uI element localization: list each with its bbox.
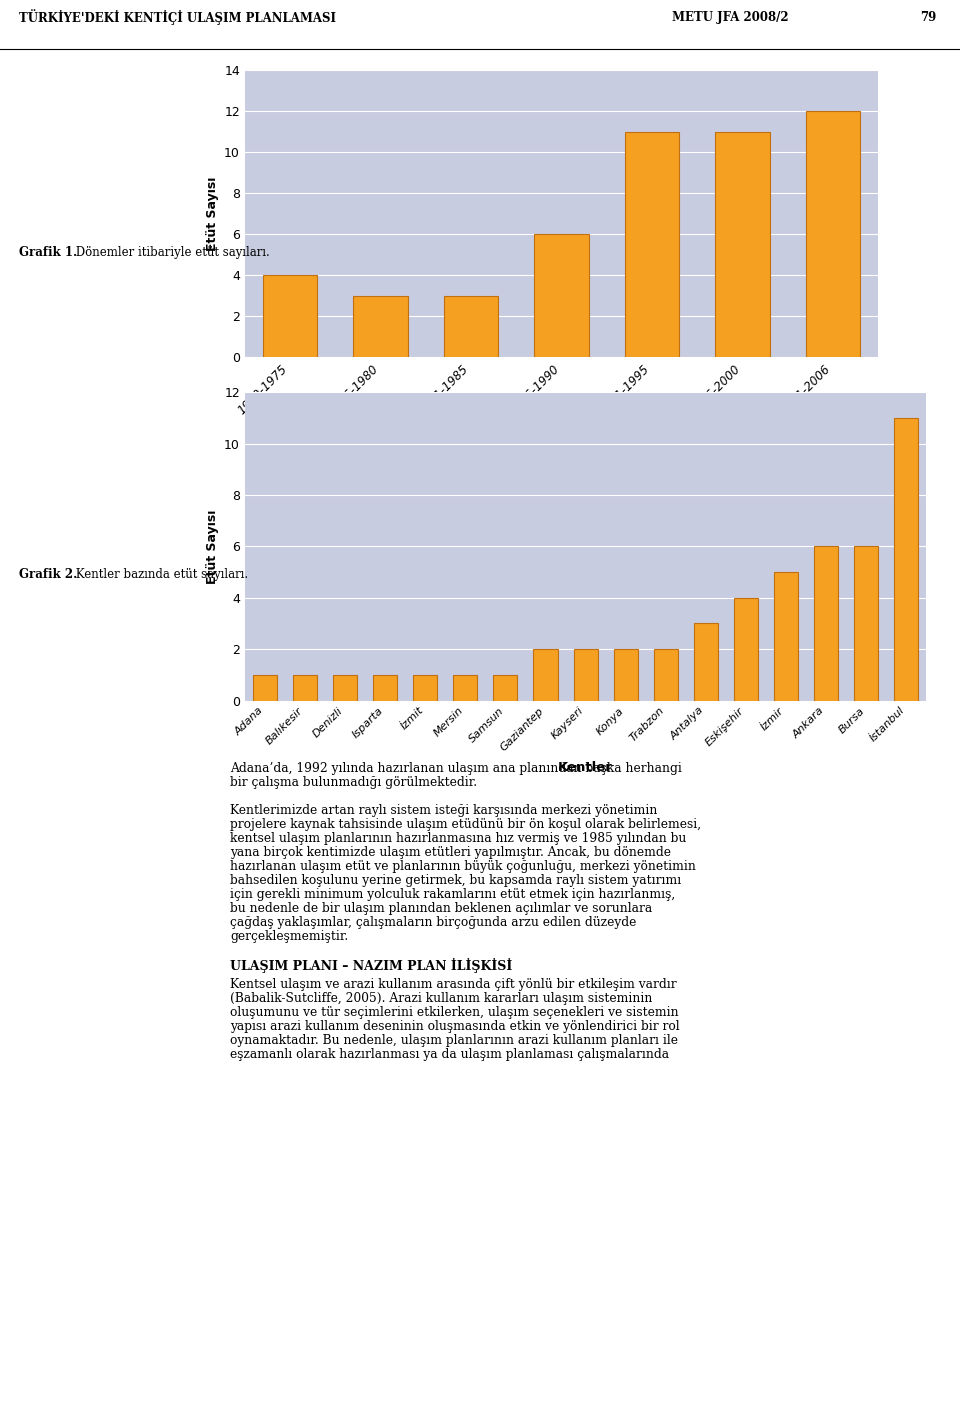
Text: Kentsel ulaşım ve arazi kullanım arasında çift yönlü bir etkileşim vardır: Kentsel ulaşım ve arazi kullanım arasınd… [230, 978, 677, 991]
Bar [854, 546, 878, 700]
Text: Grafik 1.: Grafik 1. [19, 245, 78, 259]
Text: gerçekleşmemiştir.: gerçekleşmemiştir. [230, 930, 348, 943]
Text: kentsel ulaşım planlarının hazırlanmasına hız vermiş ve 1985 yılından bu: kentsel ulaşım planlarının hazırlanmasın… [230, 832, 686, 845]
Text: Kentlerimizde artan raylı sistem isteği karşısında merkezi yönetimin: Kentlerimizde artan raylı sistem isteği … [230, 804, 658, 817]
Text: bahsedilen koşulunu yerine getirmek, bu kapsamda raylı sistem yatırımı: bahsedilen koşulunu yerine getirmek, bu … [230, 874, 682, 887]
Text: Kentler bazında etüt sayıları.: Kentler bazında etüt sayıları. [72, 567, 248, 581]
Bar [694, 623, 718, 700]
Bar [806, 111, 860, 357]
Bar [895, 417, 919, 700]
Bar [373, 675, 397, 700]
Bar [493, 675, 517, 700]
Text: oynamaktadır. Bu nedenle, ulaşım planlarının arazi kullanım planları ile: oynamaktadır. Bu nedenle, ulaşım planlar… [230, 1034, 678, 1047]
Text: Grafik 2.: Grafik 2. [19, 567, 78, 581]
Text: için gerekli minimum yolculuk rakamlarını etüt etmek için hazırlanmış,: için gerekli minimum yolculuk rakamların… [230, 888, 675, 901]
Bar [413, 675, 437, 700]
Text: çağdaş yaklaşımlar, çalışmaların birçoğunda arzu edilen düzeyde: çağdaş yaklaşımlar, çalışmaların birçoğu… [230, 916, 636, 929]
Text: eşzamanlı olarak hazırlanması ya da ulaşım planlaması çalışmalarında: eşzamanlı olarak hazırlanması ya da ulaş… [230, 1048, 669, 1061]
Text: METU JFA 2008/2: METU JFA 2008/2 [672, 11, 788, 24]
Bar [774, 572, 798, 700]
Text: bir çalışma bulunmadığı görülmektedir.: bir çalışma bulunmadığı görülmektedir. [230, 776, 477, 789]
Text: yapısı arazi kullanım deseninin oluşmasında etkin ve yönlendirici bir rol: yapısı arazi kullanım deseninin oluşması… [230, 1020, 680, 1033]
Text: TÜRKİYE'DEKİ KENTİÇİ ULAŞIM PLANLAMASI: TÜRKİYE'DEKİ KENTİÇİ ULAŞIM PLANLAMASI [19, 10, 336, 25]
Bar [573, 649, 598, 700]
Bar [654, 649, 678, 700]
Y-axis label: Etüt Sayısı: Etüt Sayısı [205, 177, 219, 251]
Bar [293, 675, 317, 700]
Bar [353, 296, 408, 357]
Text: 79: 79 [920, 11, 936, 24]
Bar [814, 546, 838, 700]
Y-axis label: Etüt Sayısı: Etüt Sayısı [205, 509, 219, 584]
X-axis label: Dönemler: Dönemler [525, 425, 598, 439]
Bar [734, 598, 758, 700]
Text: projelere kaynak tahsisinde ulaşım etüdünü bir ön koşul olarak belirlemesi,: projelere kaynak tahsisinde ulaşım etüdü… [230, 818, 701, 831]
Bar [263, 275, 317, 357]
X-axis label: Kentler: Kentler [558, 761, 613, 773]
Text: (Babalik-Sutcliffe, 2005). Arazi kullanım kararları ulaşım sisteminin: (Babalik-Sutcliffe, 2005). Arazi kullanı… [230, 992, 653, 1005]
Bar [252, 675, 276, 700]
Bar [625, 132, 680, 357]
Bar [333, 675, 357, 700]
Bar [444, 296, 498, 357]
Text: yana birçok kentimizde ulaşım etütleri yapılmıştır. Ancak, bu dönemde: yana birçok kentimizde ulaşım etütleri y… [230, 846, 671, 859]
Bar [534, 649, 558, 700]
Text: hazırlanan ulaşım etüt ve planlarının büyük çoğunluğu, merkezi yönetimin: hazırlanan ulaşım etüt ve planlarının bü… [230, 860, 696, 873]
Bar [535, 234, 588, 357]
Bar [613, 649, 637, 700]
Bar [453, 675, 477, 700]
Bar [715, 132, 770, 357]
Text: bu nedenle de bir ulaşım planından beklenen açılımlar ve sorunlara: bu nedenle de bir ulaşım planından bekle… [230, 902, 652, 915]
Text: Adana’da, 1992 yılında hazırlanan ulaşım ana planından başka herhangi: Adana’da, 1992 yılında hazırlanan ulaşım… [230, 762, 682, 775]
Text: Dönemler itibariyle etüt sayıları.: Dönemler itibariyle etüt sayıları. [72, 245, 270, 259]
Text: ULAŞIM PLANI – NAZIM PLAN İLİŞKİSİ: ULAŞIM PLANI – NAZIM PLAN İLİŞKİSİ [230, 958, 513, 974]
Text: oluşumunu ve tür seçimlerini etkilerken, ulaşım seçenekleri ve sistemin: oluşumunu ve tür seçimlerini etkilerken,… [230, 1006, 679, 1019]
